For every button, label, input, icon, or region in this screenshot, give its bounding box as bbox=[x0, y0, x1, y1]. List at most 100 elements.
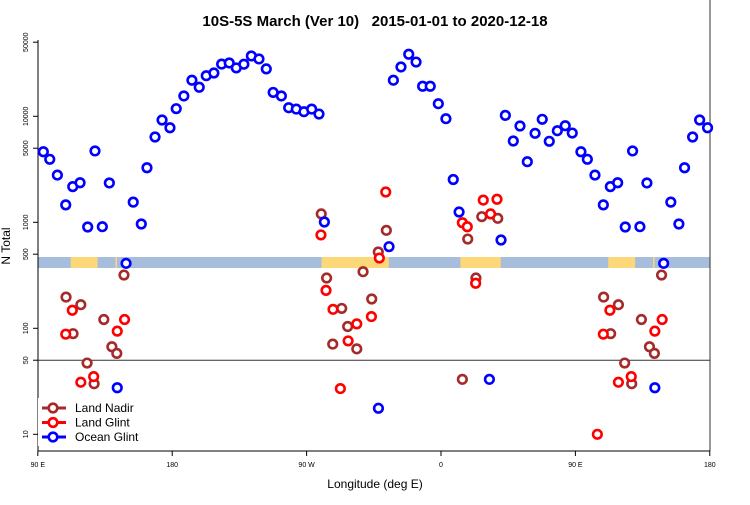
ocean-glint-point bbox=[551, 125, 563, 137]
land-glint-point bbox=[484, 208, 497, 220]
land-nadir-point bbox=[612, 299, 625, 311]
land-glint-point bbox=[470, 277, 482, 289]
ocean-glint-point bbox=[223, 57, 235, 69]
land-nadir-point bbox=[357, 266, 369, 278]
ocean-glint-point bbox=[96, 221, 108, 233]
land-glint-point bbox=[111, 325, 123, 337]
ocean-glint-point bbox=[559, 120, 571, 132]
ocean-glint-point bbox=[82, 221, 94, 233]
ocean-glint-point bbox=[103, 177, 115, 189]
x-axis-label: Longitude (deg E) bbox=[327, 477, 422, 491]
legend-label: Land Glint bbox=[75, 416, 130, 430]
ocean-glint-point bbox=[649, 382, 661, 394]
ocean-glint-point bbox=[313, 108, 325, 120]
x-tick-label: 180 bbox=[704, 462, 716, 469]
ocean-glint-point bbox=[260, 63, 272, 75]
land-glint-point bbox=[612, 376, 625, 388]
y-tick-label: 10 bbox=[23, 430, 30, 438]
ocean-glint-point bbox=[410, 56, 422, 68]
land-segment bbox=[653, 257, 655, 268]
y-tick-label: 500 bbox=[23, 248, 30, 260]
land-nadir-point bbox=[336, 302, 348, 315]
land-nadir-point bbox=[351, 343, 363, 355]
ocean-glint-point bbox=[673, 218, 685, 230]
y-tick-label: 5000 bbox=[23, 140, 30, 156]
land-glint-point bbox=[365, 310, 378, 323]
ocean-glint-point bbox=[432, 98, 444, 110]
ocean-glint-point bbox=[44, 153, 56, 165]
ocean-glint-point bbox=[51, 169, 63, 181]
land-glint-point bbox=[351, 318, 363, 330]
ocean-glint-point bbox=[536, 113, 548, 125]
ocean-glint-point bbox=[111, 382, 123, 394]
land-glint-point bbox=[60, 328, 72, 340]
ocean-glint-point bbox=[372, 402, 385, 414]
land-glint-point bbox=[66, 304, 78, 316]
ocean-glint-point bbox=[612, 177, 624, 189]
ocean-glint-point bbox=[521, 156, 533, 168]
land-segment bbox=[608, 257, 636, 268]
ocean-glint-point bbox=[694, 114, 706, 126]
map-strip bbox=[38, 257, 710, 268]
ocean-glint-point bbox=[89, 145, 101, 157]
land-nadir-point bbox=[327, 338, 339, 350]
ocean-glint-point bbox=[135, 218, 147, 230]
ocean-glint-point bbox=[253, 53, 265, 65]
legend-label: Land Nadir bbox=[75, 401, 134, 415]
land-nadir-point bbox=[380, 224, 392, 236]
ocean-glint-point bbox=[543, 135, 555, 147]
land-nadir-point bbox=[476, 211, 488, 223]
land-glint-point bbox=[649, 325, 661, 337]
ocean-glint-point bbox=[589, 169, 601, 181]
land-glint-point bbox=[477, 194, 489, 206]
ocean-glint-point bbox=[453, 206, 465, 218]
x-tick-label: 90 E bbox=[31, 462, 46, 469]
land-glint-point bbox=[75, 376, 87, 388]
ocean-glint-point bbox=[597, 199, 609, 211]
x-tick-label: 90 E bbox=[568, 462, 583, 469]
land-glint-point bbox=[380, 186, 392, 198]
y-tick-label: 50 bbox=[23, 356, 30, 364]
ocean-glint-point bbox=[275, 90, 287, 102]
ocean-glint-point bbox=[164, 122, 176, 134]
land-glint-point bbox=[373, 252, 385, 264]
data-points bbox=[37, 48, 714, 440]
land-nadir-point bbox=[321, 272, 333, 284]
chart-title: 10S-5S March (Ver 10) 2015-01-01 to 2020… bbox=[202, 13, 547, 30]
ocean-glint-point bbox=[495, 234, 507, 246]
land-nadir-point bbox=[81, 357, 93, 369]
land-nadir-point bbox=[60, 291, 72, 303]
land-nadir-point bbox=[456, 373, 468, 385]
land-nadir-point bbox=[366, 293, 378, 305]
land-glint-legend-marker bbox=[47, 416, 59, 429]
land-segment bbox=[115, 257, 117, 268]
land-glint-point bbox=[118, 313, 131, 326]
y-tick-label: 100 bbox=[23, 322, 30, 334]
land-nadir-legend-marker bbox=[47, 402, 59, 414]
land-nadir-point bbox=[635, 313, 648, 326]
land-glint-point bbox=[625, 371, 637, 383]
ocean-glint-point bbox=[658, 257, 670, 269]
ocean-glint-point bbox=[120, 257, 132, 269]
ocean-glint-point bbox=[306, 103, 318, 115]
ocean-glint-point bbox=[208, 67, 220, 79]
land-nadir-point bbox=[655, 269, 668, 281]
land-segment bbox=[460, 257, 501, 268]
ocean-glint-point bbox=[678, 162, 691, 174]
ocean-glint-point bbox=[665, 196, 677, 208]
land-glint-point bbox=[461, 221, 473, 233]
ocean-glint-point bbox=[60, 199, 72, 211]
land-glint-point bbox=[88, 371, 100, 383]
ocean-glint-point bbox=[440, 113, 452, 125]
ocean-glint-point bbox=[178, 90, 190, 102]
ocean-glint-point bbox=[514, 120, 526, 132]
land-glint-point bbox=[320, 284, 332, 296]
ocean-glint-point bbox=[575, 146, 587, 158]
land-nadir-point bbox=[648, 347, 660, 359]
ocean-glint-point bbox=[127, 196, 139, 208]
land-segment bbox=[321, 257, 389, 268]
ocean-glint-point bbox=[37, 146, 49, 158]
land-nadir-point bbox=[598, 291, 610, 303]
